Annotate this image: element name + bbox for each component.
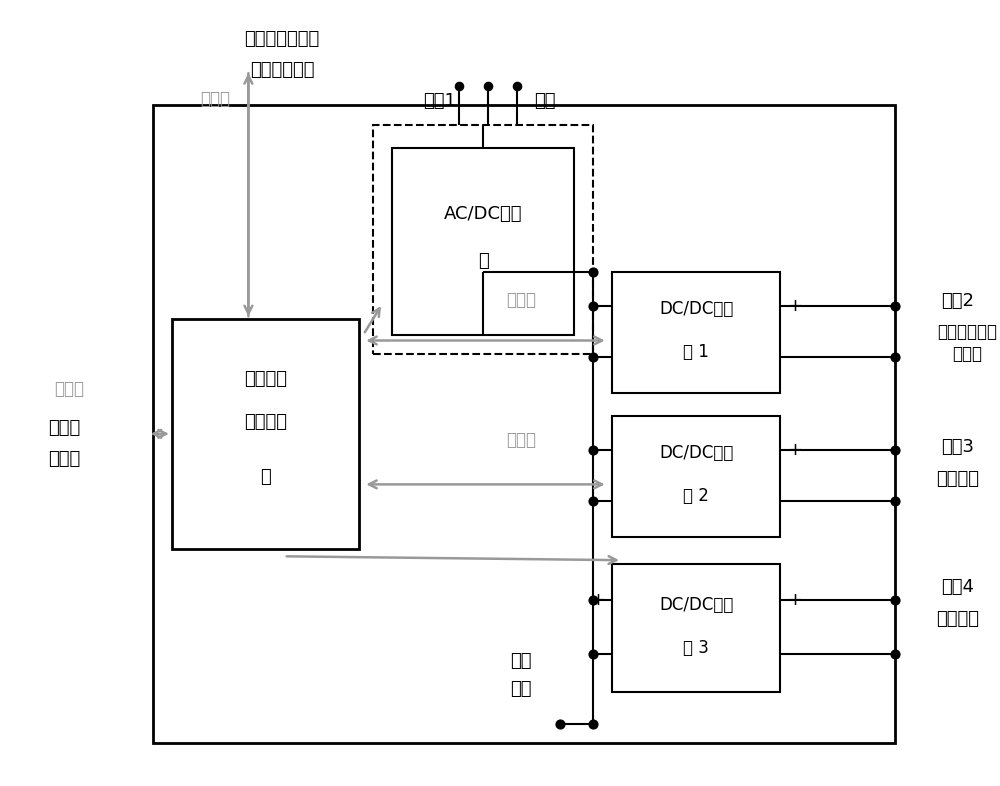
Text: 信息流: 信息流 <box>506 431 536 449</box>
Text: DC/DC变换: DC/DC变换 <box>659 300 733 318</box>
Text: AC/DC变换: AC/DC变换 <box>444 205 522 223</box>
Text: 器: 器 <box>478 252 488 270</box>
Point <box>509 79 525 92</box>
Text: 端口4: 端口4 <box>941 578 974 597</box>
Text: +: + <box>590 591 605 609</box>
Text: +: + <box>787 441 802 459</box>
Text: -: - <box>791 490 798 511</box>
Text: 与控制中: 与控制中 <box>244 413 287 432</box>
Point <box>585 444 601 457</box>
Bar <box>373 125 593 354</box>
Text: -: - <box>791 644 798 664</box>
Text: 端口1: 端口1 <box>424 93 456 110</box>
Point <box>585 593 601 606</box>
Text: 端口2: 端口2 <box>941 292 974 310</box>
Bar <box>153 105 895 743</box>
Text: 能量流: 能量流 <box>506 291 536 309</box>
Point <box>887 494 903 507</box>
Text: 器 3: 器 3 <box>683 639 709 656</box>
Point <box>887 351 903 363</box>
Point <box>887 444 903 457</box>
Text: 储能电池: 储能电池 <box>936 469 979 487</box>
Text: 交流: 交流 <box>535 93 556 110</box>
Point <box>585 717 601 729</box>
Point <box>585 351 601 363</box>
Text: +: + <box>787 591 802 609</box>
Point <box>585 300 601 313</box>
Text: -: - <box>594 644 602 664</box>
Text: DC/DC变换: DC/DC变换 <box>659 444 733 462</box>
Point <box>887 648 903 660</box>
Text: 直流: 直流 <box>511 652 532 670</box>
Point <box>887 593 903 606</box>
Point <box>480 79 496 92</box>
Text: 心: 心 <box>260 468 271 486</box>
Text: 器 2: 器 2 <box>683 487 709 505</box>
Point <box>451 79 467 92</box>
Point <box>585 648 601 660</box>
Point <box>887 300 903 313</box>
Text: 端口3: 端口3 <box>941 439 974 457</box>
Text: 器 1: 器 1 <box>683 343 709 362</box>
Text: -: - <box>791 347 798 367</box>
Text: 度指令: 度指令 <box>48 450 81 468</box>
Text: 直流负载: 直流负载 <box>936 609 979 627</box>
Point <box>552 717 568 729</box>
Point <box>585 266 601 279</box>
Text: 通讯口: 通讯口 <box>54 380 84 399</box>
Text: 流接入: 流接入 <box>952 345 982 363</box>
Text: 母线: 母线 <box>511 680 532 697</box>
Text: 上级调: 上级调 <box>48 419 81 437</box>
Text: 能量管理: 能量管理 <box>244 370 287 388</box>
Text: DC/DC变换: DC/DC变换 <box>659 596 733 614</box>
Text: 电网电压、交流: 电网电压、交流 <box>244 30 320 48</box>
Text: 负载信息采集: 负载信息采集 <box>250 61 314 79</box>
Bar <box>612 417 780 537</box>
Bar <box>172 319 359 549</box>
Point <box>585 494 601 507</box>
Text: +: + <box>787 297 802 315</box>
Bar <box>392 148 574 335</box>
Bar <box>612 564 780 692</box>
Text: 分布式电源直: 分布式电源直 <box>937 323 997 341</box>
Text: 通讯口: 通讯口 <box>200 90 230 108</box>
Bar <box>612 273 780 393</box>
